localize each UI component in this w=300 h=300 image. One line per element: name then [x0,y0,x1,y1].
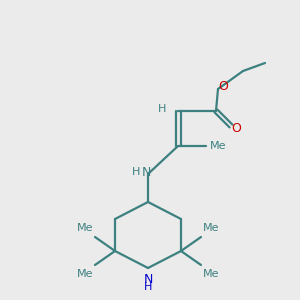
Text: Me: Me [76,269,93,279]
Text: N: N [141,166,151,178]
Text: H: H [158,104,166,114]
Text: O: O [231,122,241,136]
Text: O: O [218,80,228,92]
Text: N: N [143,273,153,286]
Text: H: H [132,167,140,177]
Text: Me: Me [210,141,226,151]
Text: Me: Me [203,269,220,279]
Text: Me: Me [76,223,93,233]
Text: Me: Me [203,223,220,233]
Text: H: H [144,282,152,292]
